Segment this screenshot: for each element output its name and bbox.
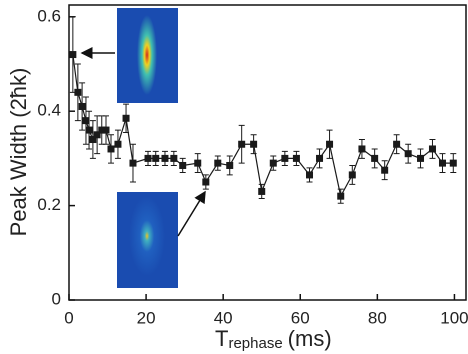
marker — [202, 179, 209, 186]
marker — [152, 155, 159, 162]
marker — [194, 160, 201, 167]
marker — [161, 155, 168, 162]
marker — [358, 145, 365, 152]
marker — [74, 89, 81, 96]
x-tick-label: 100 — [440, 308, 468, 327]
marker — [417, 155, 424, 162]
marker — [306, 171, 313, 178]
marker — [405, 150, 412, 157]
marker — [123, 115, 130, 122]
marker — [371, 155, 378, 162]
x-tick-label: 40 — [214, 308, 233, 327]
marker — [316, 155, 323, 162]
marker — [450, 160, 457, 167]
marker — [258, 188, 265, 195]
marker — [82, 117, 89, 124]
marker — [381, 167, 388, 174]
marker — [179, 162, 186, 169]
y-tick-label: 0.2 — [37, 195, 61, 214]
marker — [326, 141, 333, 148]
x-axis-title: Trephase (ms) — [215, 326, 332, 352]
marker — [79, 103, 86, 110]
arrow — [178, 192, 205, 236]
marker — [129, 160, 136, 167]
marker — [86, 127, 93, 134]
marker — [238, 141, 245, 148]
x-tick-label: 60 — [291, 308, 310, 327]
marker — [103, 127, 110, 134]
x-tick-label: 20 — [137, 308, 156, 327]
inset-top-cloud — [137, 15, 157, 95]
marker — [293, 155, 300, 162]
marker — [349, 171, 356, 178]
marker — [108, 145, 115, 152]
y-axis-title: Peak Width (2ħk) — [6, 68, 31, 237]
marker — [226, 162, 233, 169]
marker — [214, 160, 221, 167]
marker — [281, 155, 288, 162]
marker — [114, 141, 121, 148]
inset-images — [82, 8, 205, 288]
x-title-main: T — [215, 326, 228, 351]
x-title-sub: rephase — [228, 335, 282, 352]
marker — [337, 193, 344, 200]
marker — [250, 141, 257, 148]
y-tick-label: 0 — [52, 289, 61, 308]
marker — [393, 141, 400, 148]
marker — [69, 51, 76, 58]
x-tick-label: 80 — [368, 308, 387, 327]
marker — [145, 155, 152, 162]
y-tick-label: 0.6 — [37, 6, 61, 25]
y-tick-label: 0.4 — [37, 101, 61, 120]
inset-bottom-cloud — [129, 196, 165, 276]
marker — [270, 160, 277, 167]
x-tick-label: 0 — [64, 308, 73, 327]
chart: Peak Width (2ħk) Trephase (ms) 0 0.2 0.4 0.6… — [0, 0, 468, 354]
x-title-unit: (ms) — [288, 326, 332, 351]
marker — [429, 145, 436, 152]
marker — [170, 155, 177, 162]
marker — [439, 160, 446, 167]
